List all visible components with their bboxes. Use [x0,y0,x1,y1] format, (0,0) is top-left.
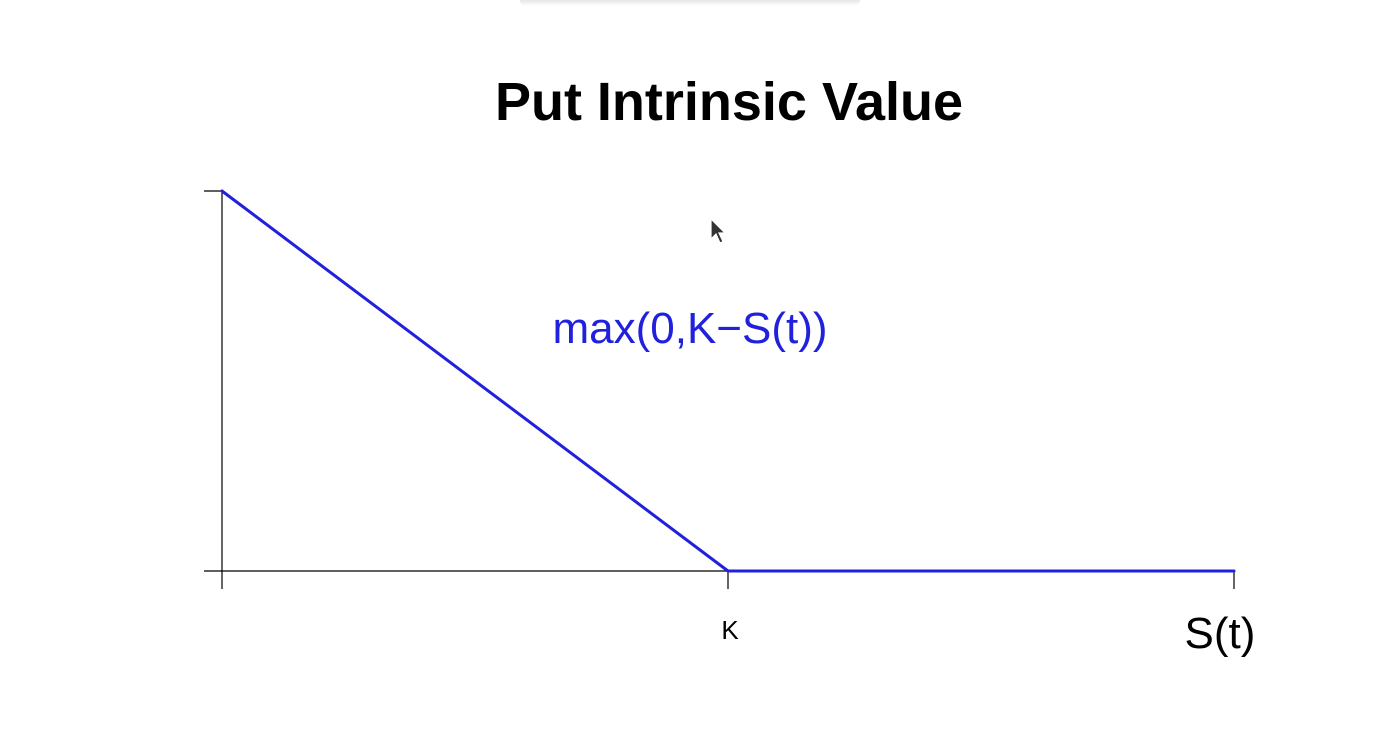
top-edge-shadow [520,0,860,6]
mouse-pointer-icon [710,217,727,244]
annotation-layer: max(0,K−S(t)) [552,304,827,353]
payoff-formula-annotation: max(0,K−S(t)) [552,304,827,353]
payoff-line-segment-0-0 [220,189,730,573]
chart-title: Put Intrinsic Value [495,72,963,132]
axes: K [204,190,1235,645]
x-tick-label-1: K [721,615,739,645]
x-axis-label: S(t) [1185,609,1256,658]
series-layer [220,189,1236,573]
